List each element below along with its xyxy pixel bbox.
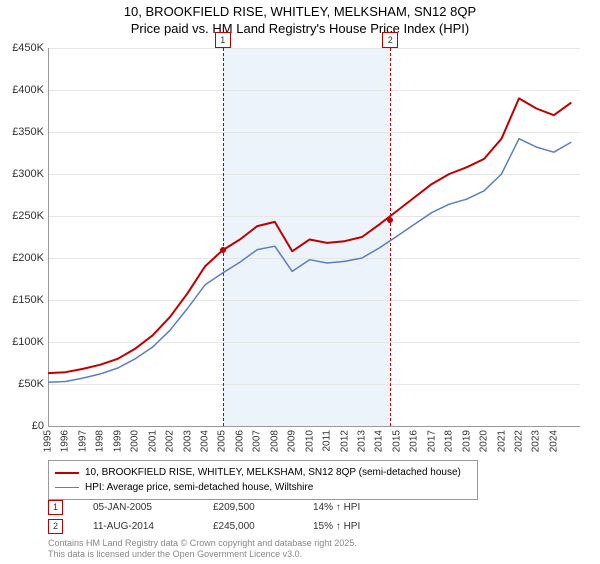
x-tick-label: 2000 [130, 430, 141, 452]
y-tick-label: £250K [12, 210, 44, 222]
x-axis [48, 426, 580, 427]
y-tick-label: £50K [18, 378, 44, 390]
y-tick-label: £350K [12, 126, 44, 138]
x-tick-label: 2013 [356, 430, 367, 452]
y-tick-label: £400K [12, 84, 44, 96]
sale-number-box: 2 [48, 519, 63, 534]
x-tick-label: 2020 [479, 430, 490, 452]
sale-marker-label: 1 [215, 32, 231, 48]
x-tick-label: 2014 [374, 430, 385, 452]
line-series-svg [48, 48, 580, 426]
x-tick-label: 2008 [269, 430, 280, 452]
x-tick-label: 2004 [199, 430, 210, 452]
x-tick-label: 2001 [147, 430, 158, 452]
sale-table-row: 2 11-AUG-2014 £245,000 15% ↑ HPI [48, 519, 383, 534]
sale-delta: 14% ↑ HPI [313, 502, 383, 513]
chart-title: 10, BROOKFIELD RISE, WHITLEY, MELKSHAM, … [0, 4, 600, 38]
y-tick-label: £100K [12, 336, 44, 348]
sales-table: 1 05-JAN-2005 £209,500 14% ↑ HPI 2 11-AUG-201… [48, 500, 383, 538]
x-tick-label: 2024 [548, 430, 559, 452]
x-tick-label: 1999 [112, 430, 123, 452]
x-tick-label: 2021 [496, 430, 507, 452]
x-tick-label: 1997 [77, 430, 88, 452]
sale-number-box: 1 [48, 500, 63, 515]
attribution-line-1: Contains HM Land Registry data © Crown c… [48, 538, 357, 549]
sale-delta: 15% ↑ HPI [313, 521, 383, 532]
sale-table-row: 1 05-JAN-2005 £209,500 14% ↑ HPI [48, 500, 383, 515]
x-tick-label: 2005 [217, 430, 228, 452]
sale-date: 11-AUG-2014 [93, 521, 183, 532]
legend-label: 10, BROOKFIELD RISE, WHITLEY, MELKSHAM, … [85, 465, 461, 480]
legend-swatch [55, 487, 79, 488]
series-hpi [48, 139, 571, 383]
chart-plot-area: £0£50K£100K£150K£200K£250K£300K£350K£400… [48, 48, 580, 426]
x-tick-label: 2015 [391, 430, 402, 452]
x-tick-label: 2016 [409, 430, 420, 452]
chart-container: 10, BROOKFIELD RISE, WHITLEY, MELKSHAM, … [0, 4, 600, 564]
legend-item: 10, BROOKFIELD RISE, WHITLEY, MELKSHAM, … [55, 465, 471, 480]
sale-date: 05-JAN-2005 [93, 502, 183, 513]
series-price_paid [48, 98, 571, 373]
attribution-text: Contains HM Land Registry data © Crown c… [48, 538, 357, 560]
x-tick-label: 2019 [461, 430, 472, 452]
y-tick-label: £450K [12, 42, 44, 54]
y-tick-label: £150K [12, 294, 44, 306]
attribution-line-2: This data is licensed under the Open Gov… [48, 549, 357, 560]
sale-marker-label: 2 [382, 32, 398, 48]
x-tick-label: 2011 [322, 430, 333, 452]
x-tick-label: 2018 [444, 430, 455, 452]
x-tick-label: 2007 [252, 430, 263, 452]
title-line-2: Price paid vs. HM Land Registry's House … [0, 21, 600, 38]
title-line-1: 10, BROOKFIELD RISE, WHITLEY, MELKSHAM, … [0, 4, 600, 21]
legend-label: HPI: Average price, semi-detached house,… [85, 480, 313, 495]
x-tick-label: 2009 [287, 430, 298, 452]
x-tick-label: 2006 [234, 430, 245, 452]
x-tick-label: 2010 [304, 430, 315, 452]
x-tick-label: 2023 [531, 430, 542, 452]
x-tick-label: 2003 [182, 430, 193, 452]
x-tick-label: 1995 [43, 430, 54, 452]
x-tick-label: 1996 [60, 430, 71, 452]
sale-point-dot [220, 247, 226, 253]
y-tick-label: £300K [12, 168, 44, 180]
legend-item: HPI: Average price, semi-detached house,… [55, 480, 471, 495]
sale-price: £245,000 [213, 521, 283, 532]
sale-point-dot [387, 217, 393, 223]
y-tick-label: £200K [12, 252, 44, 264]
x-tick-label: 1998 [95, 430, 106, 452]
sale-price: £209,500 [213, 502, 283, 513]
x-tick-label: 2002 [165, 430, 176, 452]
x-tick-label: 2017 [426, 430, 437, 452]
x-tick-label: 2022 [513, 430, 524, 452]
x-tick-label: 2012 [339, 430, 350, 452]
legend-swatch [55, 472, 79, 474]
legend-box: 10, BROOKFIELD RISE, WHITLEY, MELKSHAM, … [48, 460, 478, 500]
